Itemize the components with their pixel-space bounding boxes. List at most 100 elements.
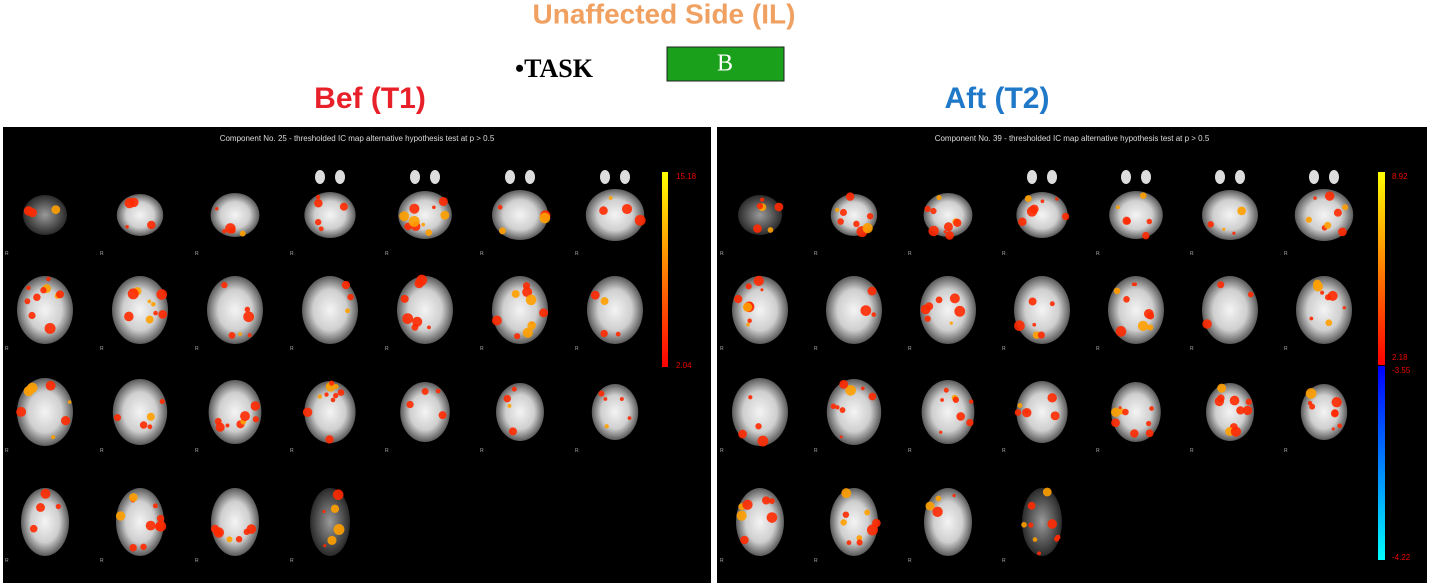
activation xyxy=(839,435,843,439)
activation xyxy=(438,196,448,207)
activation xyxy=(145,520,156,531)
panel-label: Aft (T2) xyxy=(945,82,1050,115)
activation xyxy=(742,302,753,312)
activation xyxy=(1047,519,1058,529)
brain-slice xyxy=(310,488,350,556)
brain-slice xyxy=(923,193,973,237)
activation xyxy=(1342,204,1349,211)
activation xyxy=(412,316,423,327)
activation xyxy=(125,225,129,229)
activation xyxy=(1324,294,1332,301)
activation xyxy=(745,283,752,290)
brain-slice xyxy=(116,488,164,556)
activation xyxy=(522,287,533,298)
brain-slice xyxy=(1016,192,1068,238)
activation xyxy=(953,218,962,227)
activation xyxy=(243,311,255,323)
activation xyxy=(40,488,51,499)
activation xyxy=(1018,217,1027,227)
activation xyxy=(425,229,433,236)
activation xyxy=(539,308,549,318)
activation xyxy=(1032,322,1037,327)
activation xyxy=(503,394,512,403)
activation xyxy=(860,386,865,391)
activation xyxy=(147,299,152,304)
activation xyxy=(317,394,323,399)
slice-marker: R xyxy=(1002,346,1006,352)
activation xyxy=(140,543,147,551)
activation xyxy=(1229,395,1240,406)
activation xyxy=(856,539,863,546)
activation xyxy=(762,496,771,505)
activation xyxy=(222,229,227,234)
activation xyxy=(864,509,871,516)
slice-marker: R xyxy=(1284,346,1288,352)
activation xyxy=(129,543,137,552)
activation xyxy=(333,384,339,389)
activation xyxy=(952,396,960,403)
activation xyxy=(147,220,156,230)
activation xyxy=(427,325,431,330)
activation xyxy=(414,278,424,289)
activation xyxy=(341,280,351,290)
activation xyxy=(845,192,855,201)
activation xyxy=(210,524,220,533)
activation xyxy=(742,499,753,510)
activation xyxy=(124,198,135,209)
activation xyxy=(235,535,243,543)
activation xyxy=(215,422,225,432)
activation xyxy=(156,514,165,523)
colorbar-label: 15.18 xyxy=(676,172,697,181)
colorbar-label: 2.04 xyxy=(676,361,692,370)
slice-marker: R xyxy=(1190,346,1194,352)
brain-slice xyxy=(496,383,544,441)
activation xyxy=(1149,406,1154,411)
activation xyxy=(1222,227,1226,231)
brain-slice xyxy=(736,488,784,556)
activation xyxy=(1133,282,1138,287)
activation xyxy=(28,311,36,320)
brain-slice xyxy=(826,379,882,445)
activation xyxy=(522,327,533,338)
activation xyxy=(1232,231,1236,235)
brain-slice xyxy=(585,189,645,241)
colorbar-label: -4.22 xyxy=(1392,553,1411,562)
activation xyxy=(1207,221,1214,228)
title: Unaffected Side (IL) xyxy=(533,0,796,29)
activation xyxy=(954,305,966,317)
activation xyxy=(497,204,503,210)
activation xyxy=(943,222,953,232)
activation xyxy=(930,207,937,215)
activation xyxy=(46,276,51,282)
activation xyxy=(330,504,340,513)
brain-slice xyxy=(920,276,976,344)
brain-slice xyxy=(210,193,260,237)
slice-marker: R xyxy=(385,346,389,352)
activation xyxy=(1202,319,1212,329)
activation xyxy=(514,333,521,340)
activation xyxy=(1139,192,1147,199)
brain-slice xyxy=(211,488,259,556)
activation xyxy=(113,414,122,422)
activation xyxy=(866,524,878,536)
activation xyxy=(603,397,608,401)
activation xyxy=(156,289,168,300)
activation xyxy=(956,412,966,421)
brain-slice xyxy=(304,381,356,443)
activation xyxy=(748,395,753,400)
activation xyxy=(214,207,219,211)
activation xyxy=(1305,388,1317,399)
eye xyxy=(620,170,630,184)
activation xyxy=(1236,406,1245,415)
activation xyxy=(839,379,849,389)
activation xyxy=(767,227,774,233)
slice-marker: R xyxy=(385,251,389,257)
colorbar-label: 2.18 xyxy=(1392,353,1408,362)
activation xyxy=(1037,551,1042,556)
activation xyxy=(345,308,350,314)
activation xyxy=(1061,212,1070,221)
slice-marker: R xyxy=(814,448,818,454)
brain-slice xyxy=(591,384,639,440)
activation xyxy=(252,416,259,423)
activation xyxy=(924,205,931,213)
